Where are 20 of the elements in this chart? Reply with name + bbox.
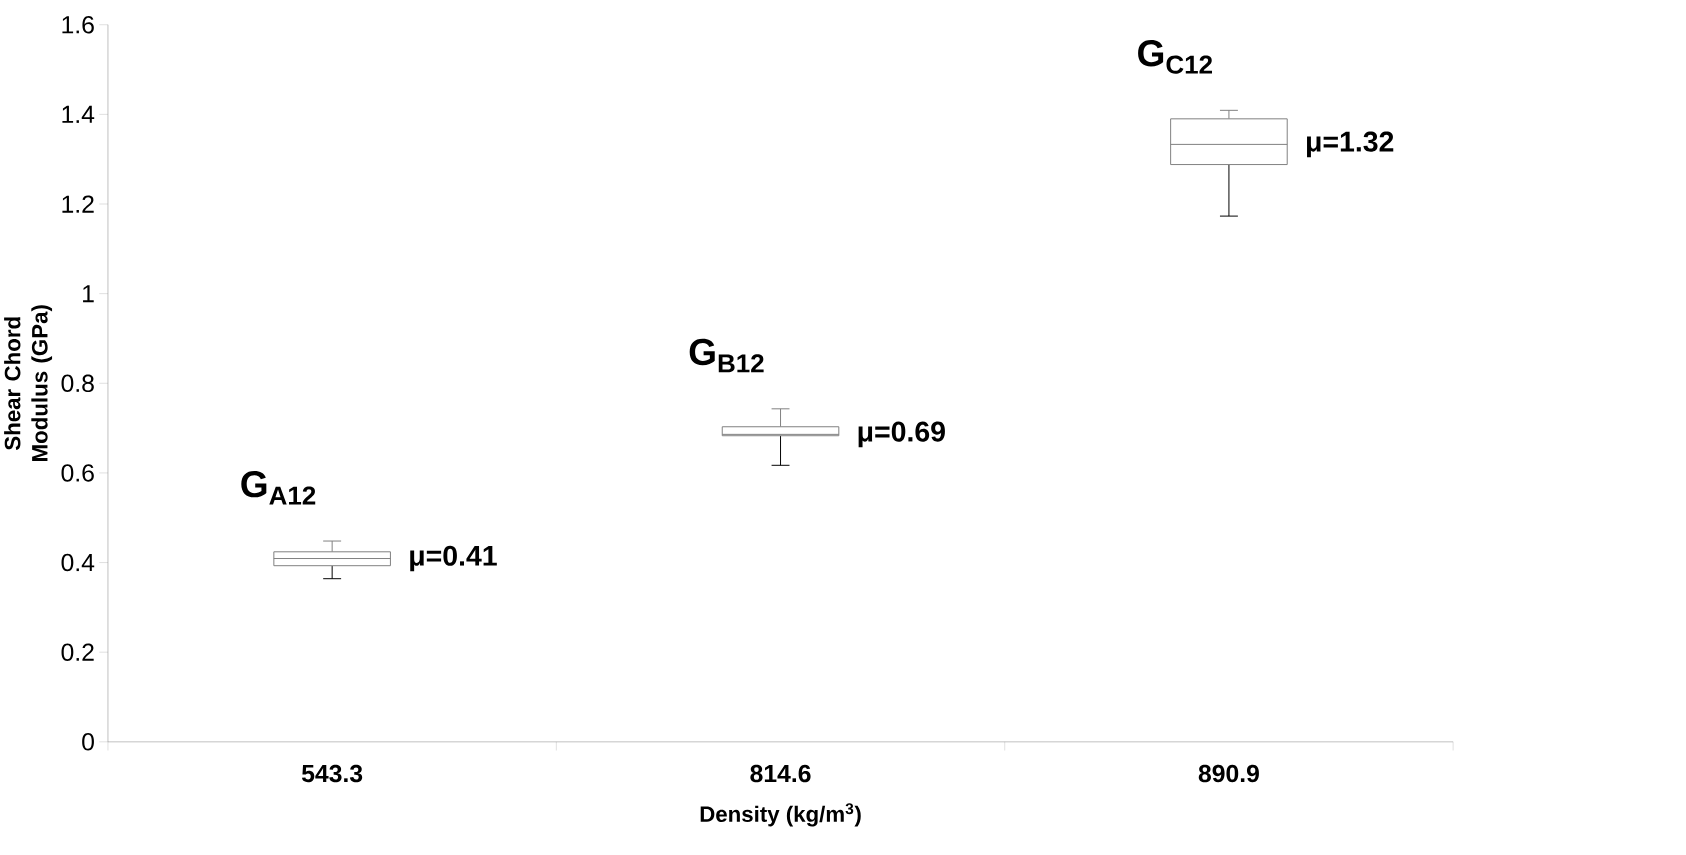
annotation: G$_{A12}$ bbox=[241, 471, 316, 505]
y-tick-label: 1.4 bbox=[62, 105, 95, 123]
y-tick-label: 1.2 bbox=[62, 195, 94, 213]
annotation: μ=0.41 bbox=[410, 545, 497, 572]
x-tick-label: 814.6 bbox=[750, 764, 811, 783]
annotation: μ=0.69 bbox=[858, 421, 945, 448]
annotation: G$_{B12}$ bbox=[689, 338, 764, 373]
annotation: μ=1.32 bbox=[1307, 131, 1394, 158]
x-tick-label: 890.9 bbox=[1198, 764, 1259, 783]
annotation: G$_{C12}$ bbox=[1138, 40, 1212, 74]
y-tick-label: 0.6 bbox=[61, 464, 94, 482]
y-tick-label: 0.2 bbox=[61, 643, 94, 661]
x-tick-label: 543.3 bbox=[301, 764, 363, 783]
x-axis-title: Density (kg/m$^{3}$) bbox=[700, 803, 861, 827]
y-tick-label: 1.6 bbox=[62, 15, 94, 34]
y-tick-label: 0.4 bbox=[61, 553, 95, 572]
y-tick-label: 1 bbox=[83, 285, 94, 303]
y-axis-title: Shear Chord Modulus (GPa) bbox=[4, 305, 53, 461]
y-tick-label: 0 bbox=[82, 733, 94, 751]
y-tick-label: 0.8 bbox=[61, 374, 94, 393]
